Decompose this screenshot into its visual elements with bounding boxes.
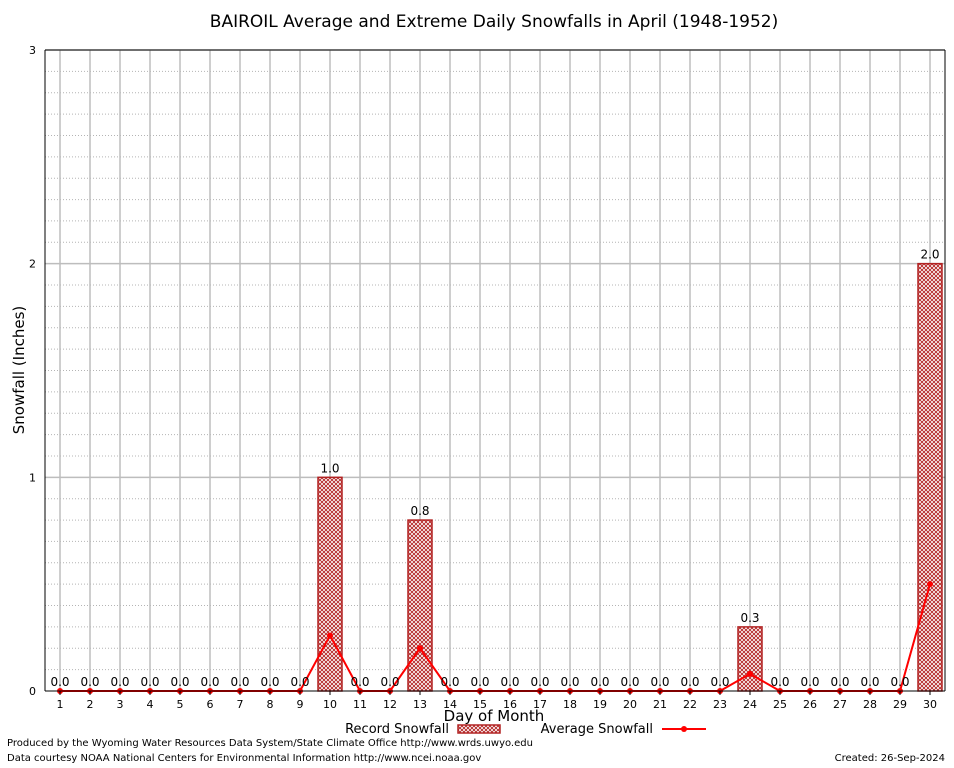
bar-value-label: 0.0 (350, 675, 369, 689)
x-tick-label: 28 (863, 698, 877, 711)
bar-value-label: 0.0 (110, 675, 129, 689)
x-tick-label: 5 (177, 698, 184, 711)
bar-value-label: 0.0 (620, 675, 639, 689)
x-tick-label: 18 (563, 698, 577, 711)
record-bar (737, 626, 763, 692)
x-tick-label: 10 (323, 698, 337, 711)
record-bar (317, 476, 343, 692)
legend-swatch-record (457, 724, 501, 734)
bar-value-label: 0.0 (830, 675, 849, 689)
y-tick-label: 3 (29, 44, 36, 57)
legend-marker-average (681, 726, 687, 732)
bar-value-label: 0.0 (560, 675, 579, 689)
record-bar (407, 519, 433, 692)
bar-value-label: 0.0 (140, 675, 159, 689)
bar-value-label: 0.0 (470, 675, 489, 689)
bar-value-label: 0.0 (860, 675, 879, 689)
legend-label-record: Record Snowfall (345, 722, 449, 737)
legend: Record Snowfall Average Snowfall (345, 722, 706, 737)
x-tick-label: 22 (683, 698, 697, 711)
credit-line-1: Produced by the Wyoming Water Resources … (7, 738, 533, 749)
average-point (417, 645, 423, 652)
bar-value-label: 0.0 (50, 675, 69, 689)
legend-label-average: Average Snowfall (541, 722, 653, 737)
x-tick-label: 1 (57, 698, 64, 711)
bar-value-label: 0.0 (80, 675, 99, 689)
y-tick-label: 2 (29, 258, 36, 271)
bar-value-label: 0.0 (500, 675, 519, 689)
x-axis-label: Day of Month (444, 707, 545, 725)
average-point (747, 670, 753, 677)
bar-value-label: 0.0 (290, 675, 309, 689)
x-tick-label: 6 (207, 698, 214, 711)
y-tick-label: 0 (29, 685, 36, 698)
x-tick-label: 9 (297, 698, 304, 711)
bar-value-label: 0.8 (410, 504, 429, 518)
grid-lines (45, 49, 945, 691)
bar-value-label: 0.0 (260, 675, 279, 689)
bar-value-label: 0.0 (530, 675, 549, 689)
x-tick-label: 26 (803, 698, 817, 711)
bar-value-label: 0.0 (380, 675, 399, 689)
bar-value-label: 0.0 (170, 675, 189, 689)
x-tick-label: 15 (473, 698, 487, 711)
bar-value-label: 0.0 (680, 675, 699, 689)
y-tick-label: 1 (29, 471, 36, 484)
bar-value-label: 2.0 (920, 248, 939, 262)
data-labels: 0.0 0.0 0.0 0.0 0.0 0.0 0.0 0.0 0.0 1.0 0.0 0.0 0.8 0… (50, 248, 939, 689)
bar-value-label: 0.0 (200, 675, 219, 689)
bar-value-label: 1.0 (320, 461, 339, 475)
x-tick-label: 4 (147, 698, 154, 711)
bar-value-label: 0.0 (890, 675, 909, 689)
x-tick-label: 27 (833, 698, 847, 711)
x-tick-label: 2 (87, 698, 94, 711)
x-tick-label: 14 (443, 698, 457, 711)
x-tick-label: 29 (893, 698, 907, 711)
x-tick-label: 11 (353, 698, 367, 711)
x-tick-label: 12 (383, 698, 397, 711)
x-tick-label: 20 (623, 698, 637, 711)
bar-value-label: 0.0 (800, 675, 819, 689)
x-tick-label: 13 (413, 698, 427, 711)
record-bars (317, 262, 943, 692)
x-tick-label: 7 (237, 698, 244, 711)
bar-value-label: 0.0 (770, 675, 789, 689)
bar-value-label: 0.0 (230, 675, 249, 689)
x-tick-label: 8 (267, 698, 274, 711)
x-tick-label: 3 (117, 698, 124, 711)
average-point (327, 632, 333, 639)
chart-title: BAIROIL Average and Extreme Daily Snowfa… (210, 12, 778, 32)
bar-value-label: 0.0 (590, 675, 609, 689)
x-tick-label: 25 (773, 698, 787, 711)
average-point (927, 581, 933, 588)
x-tick-label: 23 (713, 698, 727, 711)
y-axis-label: Snowfall (Inches) (10, 306, 28, 434)
bar-value-label: 0.0 (710, 675, 729, 689)
x-tick-label: 17 (533, 698, 547, 711)
bar-value-label: 0.0 (650, 675, 669, 689)
x-tick-label: 30 (923, 698, 937, 711)
record-bar (917, 262, 943, 692)
bar-value-label: 0.3 (740, 611, 759, 625)
credit-line-2: Data courtesy NOAA National Centers for … (7, 753, 482, 764)
x-tick-label: 16 (503, 698, 517, 711)
bar-value-label: 0.0 (440, 675, 459, 689)
created-date: Created: 26-Sep-2024 (834, 753, 945, 764)
x-tick-label: 21 (653, 698, 667, 711)
x-tick-label: 19 (593, 698, 607, 711)
x-tick-label: 24 (743, 698, 757, 711)
